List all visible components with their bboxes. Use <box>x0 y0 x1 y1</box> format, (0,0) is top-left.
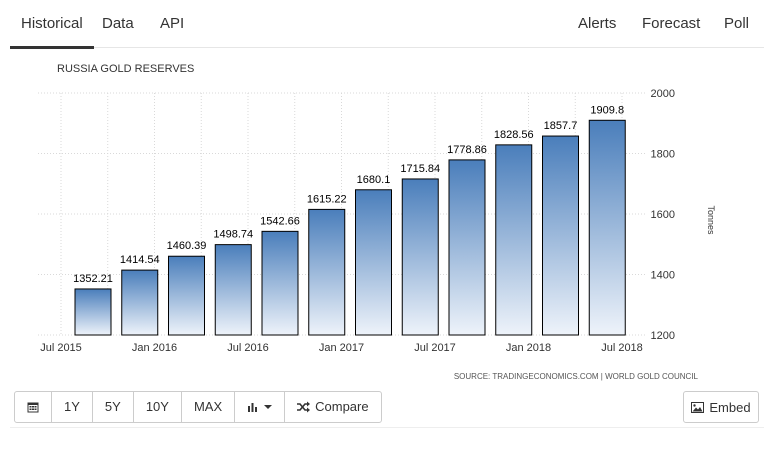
tab-data[interactable]: Data <box>102 15 134 32</box>
bar-value-label: 1680.1 <box>357 174 391 186</box>
x-tick-label: Jan 2016 <box>132 342 177 354</box>
bar-value-label: 1857.7 <box>544 120 578 132</box>
bar-value-label: 1828.56 <box>494 129 534 141</box>
range-5y-button[interactable]: 5Y <box>93 392 134 422</box>
range-1y-button[interactable]: 1Y <box>52 392 93 422</box>
tab-historical[interactable]: Historical <box>10 0 94 49</box>
image-icon <box>691 401 705 413</box>
calendar-icon <box>27 402 39 413</box>
chart-bar <box>308 208 346 336</box>
chart-bar <box>261 230 299 336</box>
source-credit: SOURCE: TRADINGECONOMICS.COM | WORLD GOL… <box>454 372 699 381</box>
chart-value-labels: 1352.21 1414.54 1460.39 1498.74 1542.66 1615.… <box>73 104 624 285</box>
range-max-button[interactable]: MAX <box>182 392 236 422</box>
bar-value-label: 1498.74 <box>213 229 253 241</box>
chart-bar <box>495 144 533 336</box>
bar-value-label: 1460.39 <box>167 240 207 252</box>
caret-down-icon <box>264 405 273 409</box>
chart-x-ticks: Jul 2015 Jan 2016 Jul 2016 Jan 2017 Jul 2017… <box>40 342 643 354</box>
chart-type-button[interactable] <box>235 392 286 422</box>
chart-bar <box>401 178 439 336</box>
bar-value-label: 1414.54 <box>120 254 160 266</box>
y-tick-label: 1600 <box>651 209 675 221</box>
chart-bar <box>214 244 252 336</box>
y-tick-label: 1800 <box>651 149 675 161</box>
bar-value-label: 1542.66 <box>260 215 300 227</box>
bar-value-label: 1615.22 <box>307 193 347 205</box>
embed-button[interactable]: Embed <box>683 391 759 423</box>
chart-y-ticks: 1200 1400 1600 1800 2000 <box>651 88 675 342</box>
bottom-divider <box>10 427 764 428</box>
bar-chart-icon <box>248 403 258 412</box>
chart-bar <box>168 255 205 336</box>
range-toolbar: 1Y 5Y 10Y MAX Compare <box>14 391 382 423</box>
chart-bar <box>121 269 159 336</box>
chart-bar <box>588 119 626 336</box>
y-tick-label: 1200 <box>651 330 675 342</box>
compare-label: Compare <box>315 399 369 414</box>
x-tick-label: Jan 2017 <box>319 342 364 354</box>
range-10y-button[interactable]: 10Y <box>134 392 182 422</box>
tab-poll[interactable]: Poll <box>724 15 750 32</box>
embed-label: Embed <box>709 399 751 415</box>
tab-api[interactable]: API <box>160 15 185 32</box>
chart-bar <box>542 135 579 336</box>
y-axis-title: Tonnes <box>706 205 716 235</box>
gold-reserves-chart: RUSSIA GOLD RESERVES 1352.21 1414.54 1460.… <box>38 63 716 381</box>
x-tick-label: Jan 2018 <box>506 342 551 354</box>
chart-bars <box>74 119 626 336</box>
chart-title: RUSSIA GOLD RESERVES <box>57 63 194 75</box>
calendar-button[interactable] <box>15 392 52 422</box>
bar-value-label: 1352.21 <box>73 273 113 285</box>
compare-button[interactable]: Compare <box>285 392 380 422</box>
bar-value-label: 1909.8 <box>590 104 624 116</box>
chart-bar <box>74 288 112 336</box>
x-tick-label: Jul 2015 <box>40 342 82 354</box>
tab-bar: Historical Data API Alerts Forecast Poll <box>10 0 764 49</box>
y-tick-label: 1400 <box>651 270 675 282</box>
x-tick-label: Jul 2017 <box>414 342 456 354</box>
chart-bar <box>448 159 486 336</box>
bar-value-label: 1778.86 <box>447 144 487 156</box>
tab-alerts[interactable]: Alerts <box>578 15 617 32</box>
bar-value-label: 1715.84 <box>400 163 440 175</box>
tab-forecast[interactable]: Forecast <box>642 15 701 32</box>
y-tick-label: 2000 <box>651 88 675 100</box>
chart-bar <box>355 189 392 336</box>
shuffle-icon <box>297 401 311 413</box>
x-tick-label: Jul 2016 <box>227 342 269 354</box>
x-tick-label: Jul 2018 <box>601 342 643 354</box>
